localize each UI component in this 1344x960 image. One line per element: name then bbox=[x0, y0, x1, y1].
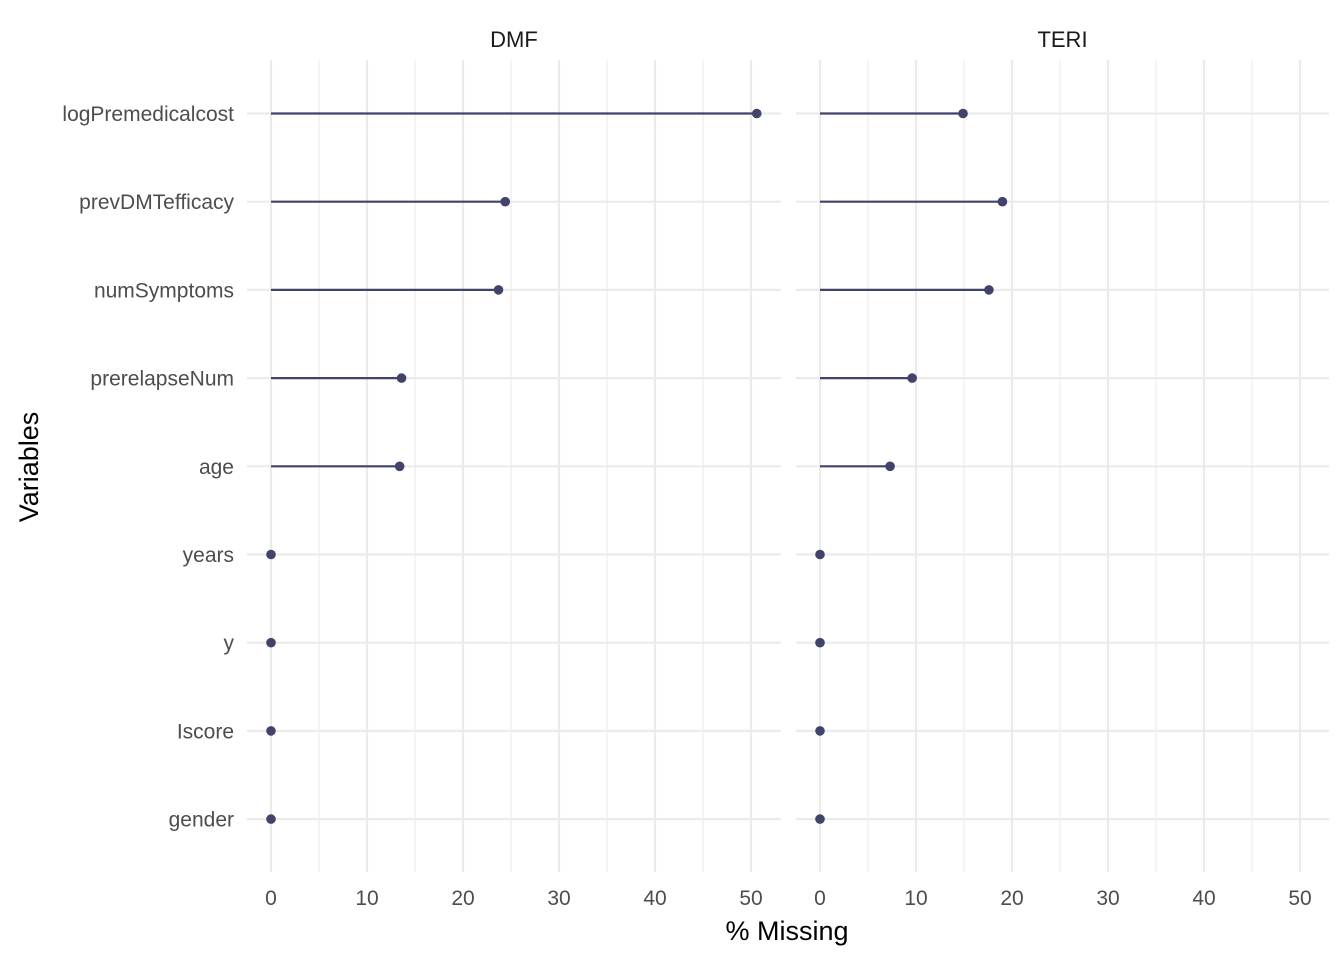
x-tick-label: 30 bbox=[547, 887, 570, 910]
y-tick-label: years bbox=[183, 544, 234, 567]
facet-title: DMF bbox=[490, 27, 538, 52]
x-tick-label: 50 bbox=[1288, 887, 1311, 910]
marks-layer bbox=[266, 108, 1008, 824]
y-tick-label: logPremedicalcost bbox=[62, 103, 234, 126]
lollipop-point bbox=[984, 285, 994, 295]
x-tick-label: 0 bbox=[265, 887, 277, 910]
lollipop-point bbox=[266, 549, 276, 560]
lollipop-point bbox=[493, 285, 504, 295]
x-tick-label: 10 bbox=[904, 887, 927, 910]
x-tick-label: 40 bbox=[1192, 887, 1215, 910]
grid-layer bbox=[247, 60, 1329, 872]
x-tick-label: 30 bbox=[1096, 887, 1119, 910]
labels-layer: DMF 0 10 20 30 40 50 TERI 0 10 20 30 40 50 logPremedic… bbox=[62, 27, 1311, 910]
y-tick-label: age bbox=[199, 456, 234, 479]
lollipop-point bbox=[751, 108, 762, 119]
lollipop-point bbox=[500, 196, 511, 207]
y-tick-label: prerelapseNum bbox=[90, 368, 234, 391]
lollipop-point bbox=[815, 814, 825, 824]
lollipop-point bbox=[997, 196, 1008, 207]
lollipop-point bbox=[266, 726, 276, 736]
lollipop-point bbox=[885, 461, 895, 472]
y-tick-label: prevDMTefficacy bbox=[79, 191, 234, 214]
lollipop-point bbox=[907, 373, 917, 383]
lollipop-point bbox=[815, 637, 825, 648]
x-tick-label: 40 bbox=[643, 887, 666, 910]
x-tick-label: 50 bbox=[739, 887, 762, 910]
x-tick-label: 0 bbox=[814, 887, 826, 910]
lollipop-point bbox=[815, 726, 825, 736]
facet-title: TERI bbox=[1037, 27, 1087, 52]
lollipop-point bbox=[815, 549, 825, 560]
y-axis-title: Variables bbox=[14, 412, 44, 523]
lollipop-point bbox=[266, 637, 276, 648]
x-tick-label: 20 bbox=[1000, 887, 1023, 910]
lollipop-point bbox=[394, 461, 405, 472]
y-tick-label: numSymptoms bbox=[94, 279, 234, 302]
y-tick-label: gender bbox=[169, 809, 234, 832]
y-tick-label: y bbox=[224, 632, 235, 655]
x-tick-label: 10 bbox=[355, 887, 378, 910]
lollipop-point bbox=[958, 108, 968, 119]
lollipop-point bbox=[266, 814, 276, 824]
x-tick-label: 20 bbox=[451, 887, 474, 910]
y-tick-label: Iscore bbox=[177, 720, 234, 743]
lollipop-point bbox=[396, 373, 407, 383]
x-axis-title: % Missing bbox=[725, 916, 848, 946]
